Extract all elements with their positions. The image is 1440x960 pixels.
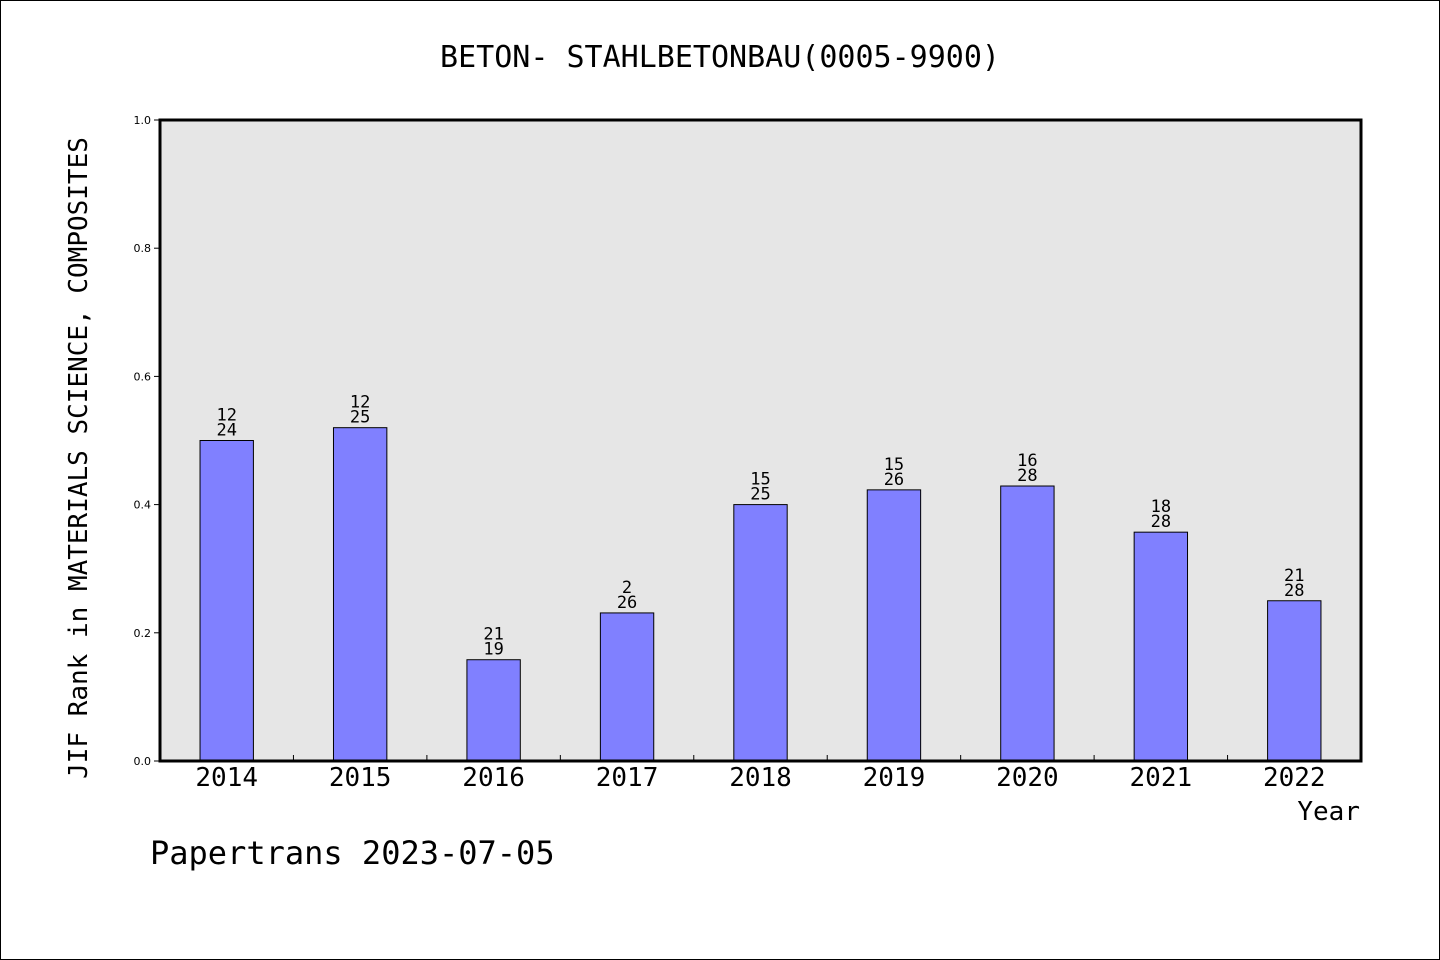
bar-label-top-2014: 12 [216, 406, 236, 426]
bar-label-top-2021: 18 [1151, 497, 1171, 517]
x-tick-label-2022: 2022 [1263, 763, 1326, 793]
x-tick-label-2020: 2020 [996, 763, 1059, 793]
y-tick-label-0.0: 0.0 [134, 755, 152, 768]
footer-text: Papertrans 2023-07-05 [150, 834, 555, 872]
x-tick-label-2021: 2021 [1130, 763, 1193, 793]
bar-label-top-2015: 12 [350, 393, 370, 413]
x-axis-label: Year [1297, 797, 1360, 827]
x-tick-label-2017: 2017 [596, 763, 659, 793]
y-tick-label-1.0: 1.0 [134, 114, 152, 127]
chart-title: BETON- STAHLBETONBAU(0005-9900) [440, 40, 1000, 75]
bar-2014 [199, 440, 254, 762]
bar-2016 [466, 659, 521, 762]
x-ticks-group: 2014 2015 2016 2017 2018 2019 2020 2021 2022 [195, 755, 1326, 793]
bar-label-top-2020: 16 [1017, 451, 1037, 471]
bar-label-top-2016: 21 [483, 625, 503, 645]
x-tick-label-2014: 2014 [195, 763, 258, 793]
bar-label-top-2019: 15 [884, 455, 904, 475]
bar-label-bottom-2015: 25 [350, 408, 370, 428]
bar-2018 [733, 504, 788, 762]
bar-2021 [1133, 531, 1189, 762]
y-ticks-group: 0.0 0.2 0.4 0.6 0.8 1.0 [134, 114, 160, 768]
bar-label-bottom-2017: 26 [617, 593, 637, 613]
bar-label-bottom-2020: 28 [1017, 466, 1037, 486]
bar-label-bottom-2014: 24 [216, 421, 236, 441]
x-tick-label-2016: 2016 [462, 763, 525, 793]
y-tick-label-0.6: 0.6 [134, 370, 152, 383]
bar-label-top-2017: 2 [622, 578, 632, 598]
bar-label-bottom-2022: 28 [1284, 581, 1304, 601]
x-tick-label-2018: 2018 [729, 763, 792, 793]
bar-label-top-2018: 15 [750, 470, 770, 490]
bar-label-bottom-2021: 28 [1151, 512, 1171, 532]
bar-2020 [1000, 485, 1055, 762]
y-tick-label-0.8: 0.8 [134, 242, 152, 255]
x-tick-label-2019: 2019 [863, 763, 926, 793]
bar-2015 [332, 427, 388, 762]
bar-label-bottom-2019: 26 [884, 470, 904, 490]
x-tick-label-2015: 2015 [329, 763, 392, 793]
plot-border [158, 118, 1363, 763]
y-axis-label: JIF Rank in MATERIALS SCIENCE, COMPOSITE… [64, 137, 94, 779]
bar-label-bottom-2016: 19 [483, 640, 503, 660]
bars-group [199, 427, 1322, 762]
bar-2017 [599, 612, 655, 762]
bar-2022 [1267, 600, 1322, 762]
y-tick-label-0.2: 0.2 [134, 627, 152, 640]
bar-label-bottom-2018: 25 [750, 485, 770, 505]
y-tick-label-0.4: 0.4 [134, 499, 152, 512]
bar-label-top-2022: 21 [1284, 566, 1304, 586]
bar-2019 [866, 489, 922, 762]
